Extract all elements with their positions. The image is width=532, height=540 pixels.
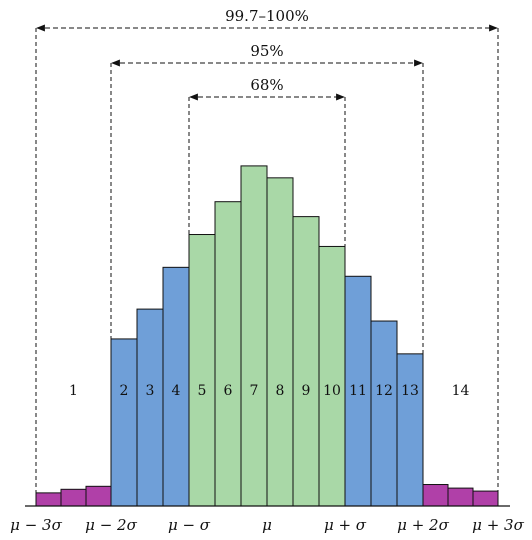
x-tick-label-6: μ + 2σ bbox=[397, 516, 449, 534]
bar-4 bbox=[162, 266, 190, 507]
region-label-13: 13 bbox=[401, 383, 419, 399]
bars-layer bbox=[35, 165, 499, 507]
bar-9 bbox=[292, 216, 320, 507]
region-label-3: 3 bbox=[146, 383, 155, 399]
bar-7 bbox=[240, 165, 268, 507]
x-tick-label-7: μ + 3σ bbox=[472, 516, 524, 534]
region-label-12: 12 bbox=[375, 383, 393, 399]
region-label-10: 10 bbox=[323, 383, 341, 399]
bar-1-1 bbox=[35, 492, 62, 507]
region-label-6: 6 bbox=[224, 383, 233, 399]
region-label-1: 1 bbox=[69, 383, 78, 399]
bar-2 bbox=[110, 338, 138, 507]
region-label-5: 5 bbox=[198, 383, 207, 399]
bar-14-3 bbox=[472, 490, 499, 507]
intervals-layer: 99.7–100% 95% 68% bbox=[35, 7, 499, 496]
interval-label-2: 95% bbox=[250, 42, 283, 60]
bar-11 bbox=[344, 275, 372, 507]
bar-5 bbox=[188, 234, 216, 507]
x-tick-label-2: μ − 2σ bbox=[85, 516, 137, 534]
x-tick-label-3: μ − σ bbox=[168, 516, 211, 534]
bar-3 bbox=[136, 308, 164, 507]
region-label-8: 8 bbox=[276, 383, 285, 399]
region-label-14: 14 bbox=[452, 383, 470, 399]
bar-1-2 bbox=[60, 488, 87, 507]
bar-13 bbox=[396, 353, 424, 507]
region-label-2: 2 bbox=[120, 383, 129, 399]
bar-1-3 bbox=[85, 485, 112, 507]
bar-12 bbox=[370, 320, 398, 507]
bar-6 bbox=[214, 201, 242, 507]
interval-label-3: 68% bbox=[250, 76, 283, 94]
x-tick-label-4: μ bbox=[262, 516, 272, 534]
x-tick-labels-layer: μ − 3σ μ − 2σ μ − σ μ μ + σ μ + 2σ μ + 3σ bbox=[10, 516, 524, 534]
bar-labels-layer: 1 2 3 4 5 6 7 8 9 10 11 12 13 14 bbox=[69, 383, 469, 399]
bar-10 bbox=[318, 245, 346, 507]
bar-14-1 bbox=[422, 484, 449, 507]
bar-14-2 bbox=[447, 487, 474, 507]
interval-label-1: 99.7–100% bbox=[225, 7, 309, 25]
bar-8 bbox=[266, 177, 294, 507]
region-label-9: 9 bbox=[302, 383, 311, 399]
region-label-4: 4 bbox=[172, 383, 181, 399]
x-tick-label-1: μ − 3σ bbox=[10, 516, 62, 534]
x-tick-label-5: μ + σ bbox=[324, 516, 367, 534]
region-label-7: 7 bbox=[250, 383, 259, 399]
region-label-11: 11 bbox=[349, 383, 367, 399]
